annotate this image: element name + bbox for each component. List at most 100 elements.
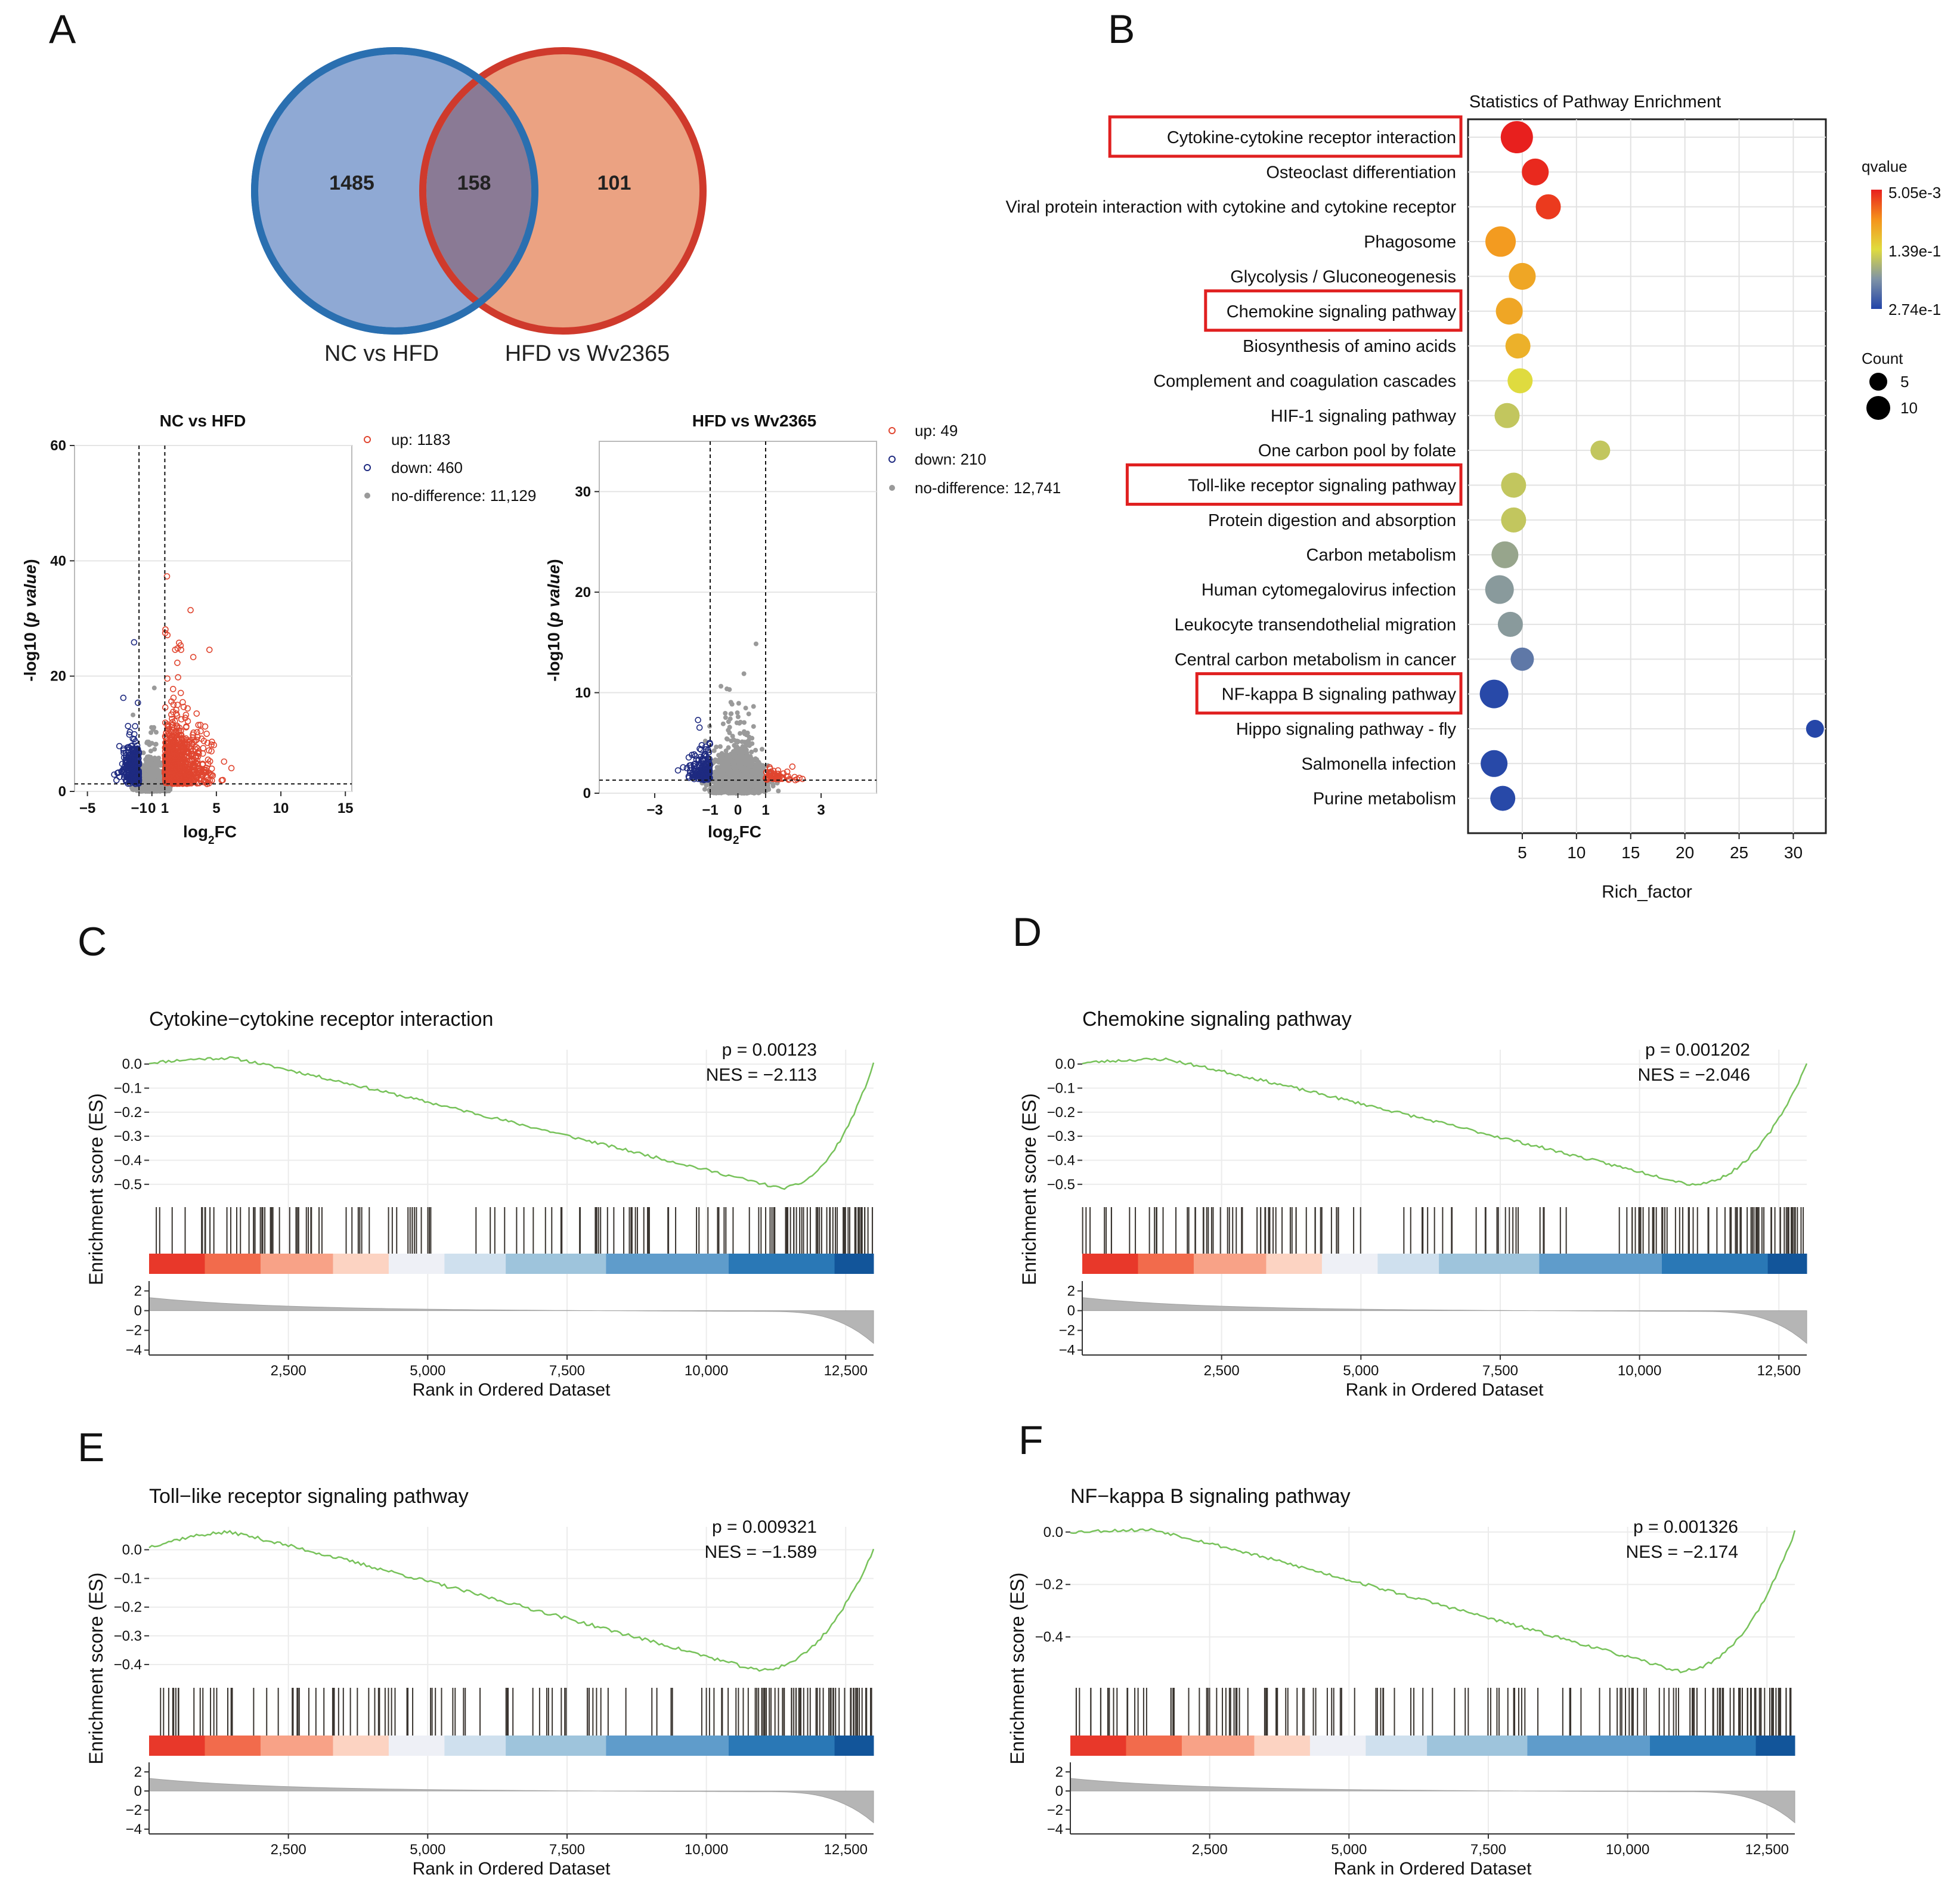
v1-point-down [131, 762, 137, 769]
v1-point-nodiff [150, 727, 156, 732]
v2-point-nodiff [724, 737, 730, 742]
v1-point-down [115, 769, 122, 776]
gsea_e-rank-colorbar-segment [149, 1736, 205, 1756]
gsea_f-ytick-label-0: 0.0 [1044, 1524, 1063, 1540]
kegg-legend-colorbar [1871, 190, 1882, 309]
kegg-x-ticks: 5 10 15 20 25 30 [1518, 833, 1803, 862]
gsea_e-nes: NES = −1.589 [705, 1542, 817, 1562]
gsea_e-ytick-label-1: −0.1 [114, 1571, 142, 1587]
v2-point-nodiff [721, 787, 726, 793]
gsea_c-rank-colorbar-segment [333, 1254, 389, 1274]
v2-point-nodiff [753, 747, 758, 753]
v1-ytick-label-0: 0 [58, 784, 66, 800]
volcano1-y-axis-label: -log10 (p value) [21, 559, 39, 681]
kegg-pathway-label-5: Chemokine signaling pathway [1227, 302, 1457, 321]
gsea_d-metric-tick-label-1: 0 [1067, 1303, 1075, 1319]
v2-xtick-label-3: 1 [761, 802, 769, 818]
v1-ytick-label-1: 20 [50, 669, 66, 685]
kegg-bubble-10 [1501, 472, 1526, 498]
v2-point-nodiff [727, 687, 732, 692]
gsea_c-rank-colorbar-segment [205, 1254, 261, 1274]
gsea_d-metric-tick-label-2: −2 [1059, 1323, 1075, 1339]
v2-xtick-label-0: −3 [646, 802, 662, 818]
kegg-pathway-label-2: Viral protein interaction with cytokine … [1006, 198, 1457, 217]
kegg-pathway-label-7: Complement and coagulation cascades [1153, 372, 1456, 391]
volcano2-y-axis-label: -log10 (p value) [544, 559, 563, 681]
kegg-bubble-18 [1481, 750, 1508, 777]
v1-xtick-label-4: 5 [212, 800, 220, 816]
v2-point-nodiff [723, 715, 728, 720]
kegg-pathway-label-16: NF-kappa B signaling pathway [1222, 685, 1457, 704]
volcano2-ylabel-main: -log10 ( [544, 621, 563, 681]
venn-count-right-only: 101 [597, 172, 631, 194]
kegg-xtick-label-3: 20 [1676, 843, 1694, 862]
v2-point-nodiff [720, 721, 726, 726]
kegg-pathway-label-6: Biosynthesis of amino acids [1243, 337, 1456, 356]
v1-point-up [195, 722, 202, 728]
v2-point-nodiff [713, 772, 718, 778]
v1-point-nodiff [131, 712, 136, 717]
v1-xtick-label-5: 10 [273, 800, 289, 816]
v1-point-nodiff [148, 771, 153, 777]
gsea_d-rank-colorbar-segment [1662, 1254, 1769, 1274]
v2-point-nodiff [724, 777, 730, 782]
kegg-bubble-6 [1505, 333, 1531, 359]
v2-point-nodiff [743, 706, 748, 711]
gsea_d-rank-colorbar-segment [1193, 1254, 1267, 1274]
gsea_d-metric-tick-label-3: −4 [1059, 1342, 1075, 1359]
kegg-pathway-label-9: One carbon pool by folate [1258, 441, 1456, 460]
v2-point-nodiff [728, 757, 733, 763]
volcano2-legend-up: up: 49 [915, 422, 958, 440]
v1-point-down [118, 769, 125, 776]
gsea_e-rank-colorbar-segment [260, 1736, 333, 1756]
v1-point-down [131, 749, 138, 756]
kegg-bubble-19 [1490, 785, 1516, 811]
gsea_c-rank-colorbar-segment [834, 1254, 874, 1274]
v1-xtick-label-3: 1 [161, 800, 169, 816]
v1-point-down [132, 759, 138, 766]
v1-point-up [184, 705, 191, 712]
v1-point-down [113, 777, 120, 784]
venn-diagram: 1485 158 101 NC vs HFD HFD vs Wv2365 [251, 47, 707, 366]
v1-point-up [174, 660, 181, 666]
kegg-xtick-label-2: 15 [1621, 843, 1640, 862]
v2-point-nodiff [730, 771, 735, 777]
v1-point-down [131, 639, 138, 646]
kegg-legend-size-10 [1866, 396, 1890, 420]
v1-point-up [187, 607, 194, 614]
gsea-plot-toll-like: Toll−like receptor signaling pathway p = … [85, 1485, 875, 1879]
v1-point-up [208, 741, 215, 748]
kegg-legend-qvalue-title: qvalue [1862, 157, 1908, 175]
v2-point-nodiff [745, 759, 750, 765]
gsea_c-xtick-label-3: 10,000 [685, 1363, 728, 1379]
volcano2-legend-nodiff: no-difference: 12,741 [915, 479, 1061, 497]
v1-point-nodiff [131, 785, 136, 791]
v1-point-nodiff [153, 785, 158, 790]
volcano1-title: NC vs HFD [160, 412, 246, 430]
v2-point-nodiff [751, 724, 756, 729]
gsea_e-rank-colorbar-segment [333, 1736, 389, 1756]
v2-xtick-label-4: 3 [817, 802, 825, 818]
v2-point-nodiff [745, 784, 750, 789]
gsea_d-xtick-label-3: 10,000 [1618, 1363, 1661, 1379]
v1-point-down [125, 754, 132, 761]
kegg-bubble-11 [1501, 507, 1526, 533]
v1-xtick-label-2: 0 [148, 800, 156, 816]
kegg-pathway-labels: Cytokine-cytokine receptor interaction Os… [1006, 128, 1457, 809]
panel-letter-d: D [1012, 910, 1042, 955]
v1-point-down [129, 766, 136, 772]
gsea_e-ytick-label-0: 0.0 [122, 1542, 142, 1558]
v2-point-nodiff [751, 781, 756, 787]
v2-point-nodiff [729, 701, 735, 707]
kegg-pathway-label-4: Glycolysis / Gluconeogenesis [1230, 267, 1456, 286]
v1-point-down [125, 723, 132, 729]
v2-point-nodiff [742, 746, 748, 751]
volcano1-x-ticks: −5 −1 0 1 5 10 15 [79, 791, 354, 816]
gsea_d-xtick-label-0: 2,500 [1204, 1363, 1240, 1379]
kegg-title: Statistics of Pathway Enrichment [1469, 92, 1721, 112]
v1-point-up [169, 719, 176, 726]
v1-point-down [131, 745, 138, 753]
panel-letter-e: E [78, 1425, 104, 1470]
gsea_c-metric-tick-label-0: 2 [134, 1283, 142, 1300]
volcano2-ylabel-close: ) [544, 559, 563, 564]
